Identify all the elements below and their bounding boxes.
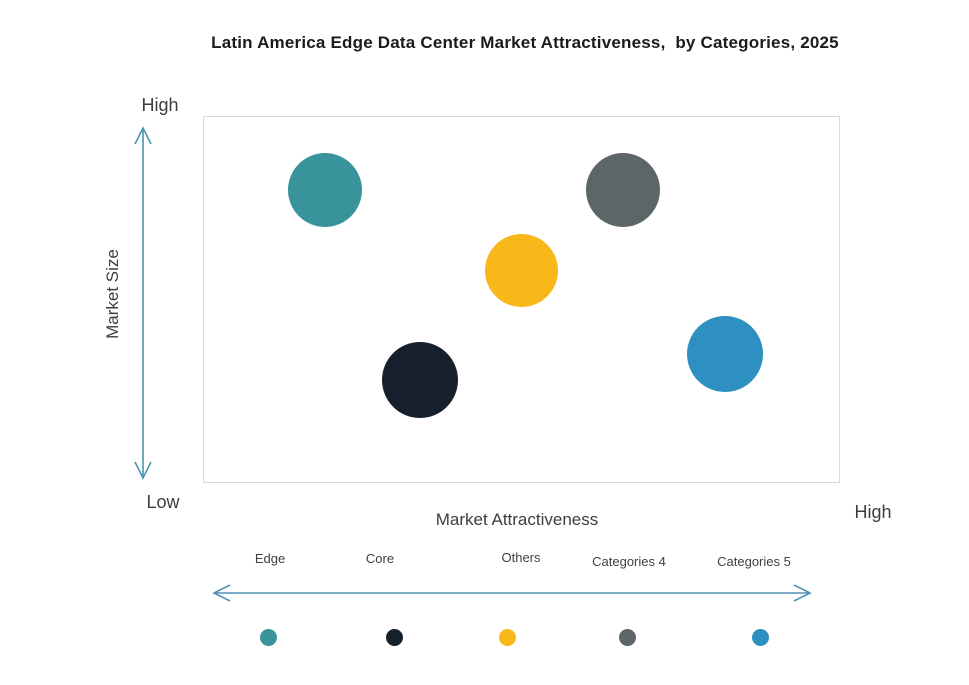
plot-area	[203, 116, 840, 483]
bubble-core	[381, 341, 458, 418]
legend-label-others: Others	[501, 550, 541, 565]
y-axis-arrow	[134, 126, 152, 480]
y-axis-low-label: Low	[146, 492, 180, 512]
bubble-categories-5	[686, 316, 763, 393]
legend-dot-edge	[259, 628, 277, 646]
legend-dot-others	[498, 628, 516, 646]
legend-label-core: Core	[365, 551, 395, 566]
legend-dot-categories-4	[618, 628, 636, 646]
bubble-others	[485, 233, 558, 307]
legend-axis-arrow	[212, 584, 812, 602]
bubble-edge	[287, 153, 362, 227]
x-axis-high-label: High	[854, 502, 892, 522]
bubble-categories-4	[586, 153, 661, 227]
legend-dot-categories-5	[751, 628, 769, 646]
y-axis-high-label: High	[141, 95, 179, 115]
legend-label-edge: Edge	[254, 551, 286, 566]
legend-label-categories-4: Categories 4	[592, 554, 666, 569]
legend-dot-core	[385, 628, 403, 646]
x-axis-title: Market Attractiveness	[435, 510, 599, 529]
chart-title: Latin America Edge Data Center Market At…	[211, 33, 839, 52]
legend-label-categories-5: Categories 5	[717, 554, 791, 569]
y-axis-title: Market Size	[103, 249, 122, 339]
